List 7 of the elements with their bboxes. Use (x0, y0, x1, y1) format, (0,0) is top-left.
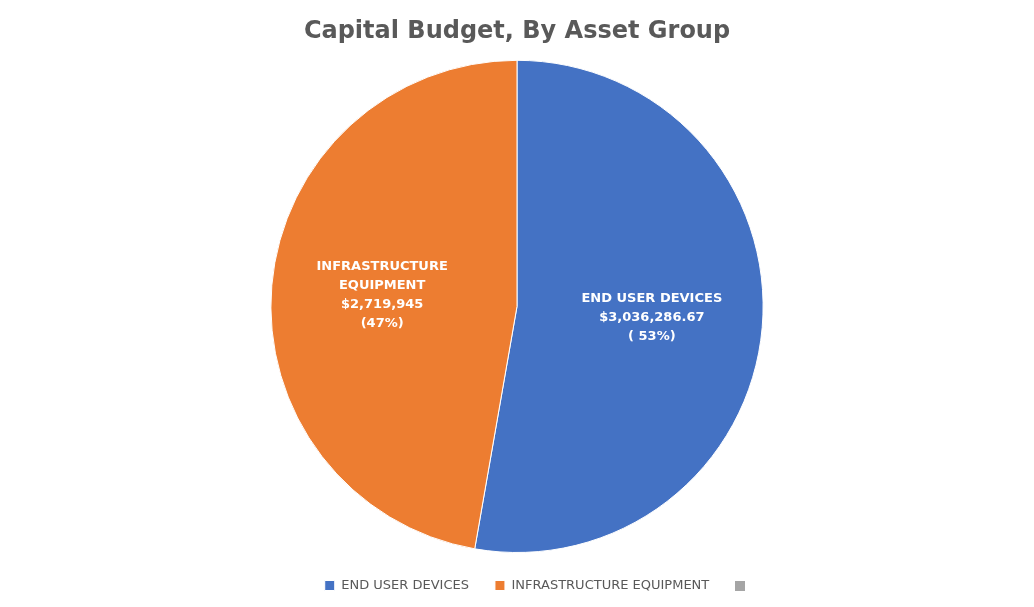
slice-label: END USER DEVICES (581, 290, 723, 306)
data-label: $2,719,945 (47%) (341, 295, 424, 330)
chart-title: Capital Budget, By Asset Group (303, 15, 731, 44)
legend-label: END USER DEVICES (341, 576, 469, 592)
slice-label: INFRASTRUCTURE EQUIPMENT (316, 257, 448, 292)
legend-label: INFRASTRUCTURE EQUIPMENT (511, 576, 710, 592)
data-label: $3,036,286.67 ( 53%) (599, 309, 705, 344)
